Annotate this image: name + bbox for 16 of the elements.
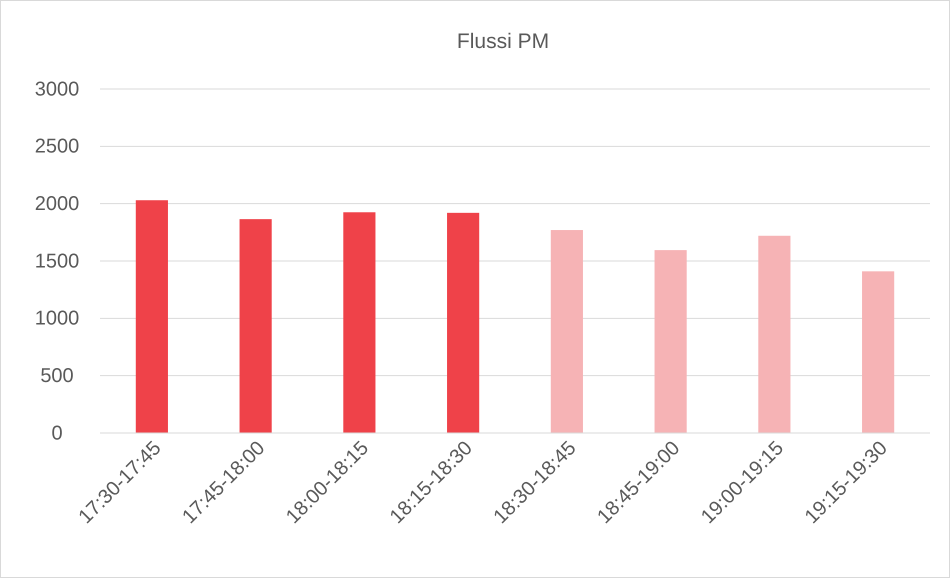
bar xyxy=(654,250,687,433)
bar xyxy=(862,271,894,433)
bar xyxy=(447,212,480,433)
y-tick-label: 1000 xyxy=(34,308,80,330)
bar xyxy=(343,212,376,433)
y-tick-label: 500 xyxy=(40,365,74,388)
chart-title: Flussi PM xyxy=(456,30,550,53)
bar xyxy=(758,236,790,433)
y-tick-label: 1500 xyxy=(34,250,80,272)
y-tick-label: 0 xyxy=(51,422,63,444)
bar xyxy=(136,200,168,433)
y-tick-label: 2500 xyxy=(34,136,80,158)
bar xyxy=(550,230,583,433)
y-tick-label: 2000 xyxy=(34,193,80,216)
y-tick-label: 3000 xyxy=(34,78,80,100)
bar xyxy=(240,219,272,433)
